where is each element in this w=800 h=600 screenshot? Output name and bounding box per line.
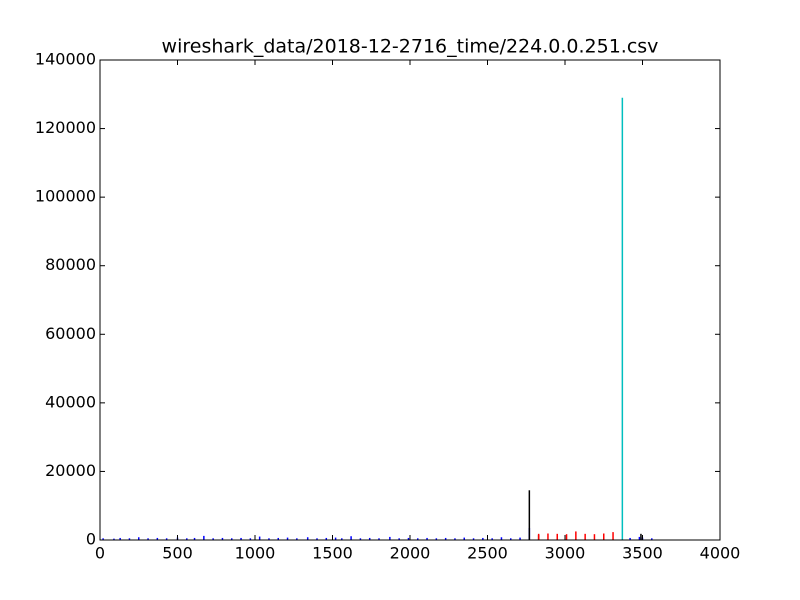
chart-title: wireshark_data/2018-12-2716_time/224.0.0… (162, 36, 659, 58)
x-tick-label: 1500 (312, 544, 353, 563)
y-tick-label: 120000 (35, 118, 96, 137)
y-tick-label: 140000 (35, 50, 96, 69)
x-tick-label: 3000 (545, 544, 586, 563)
x-tick-label: 2500 (467, 544, 508, 563)
y-tick-label: 100000 (35, 187, 96, 206)
y-tick-label: 80000 (45, 255, 96, 274)
y-tick-label: 20000 (45, 461, 96, 480)
x-tick-label: 0 (95, 544, 105, 563)
x-tick-label: 2000 (390, 544, 431, 563)
x-tick-label: 500 (162, 544, 193, 563)
plot-area (102, 97, 653, 540)
x-tick-label: 3500 (622, 544, 663, 563)
x-tick-label: 1000 (235, 544, 276, 563)
x-tick-label: 4000 (700, 544, 741, 563)
y-tick-label: 40000 (45, 392, 96, 411)
y-tick-label: 60000 (45, 324, 96, 343)
y-tick-label: 0 (86, 530, 96, 549)
